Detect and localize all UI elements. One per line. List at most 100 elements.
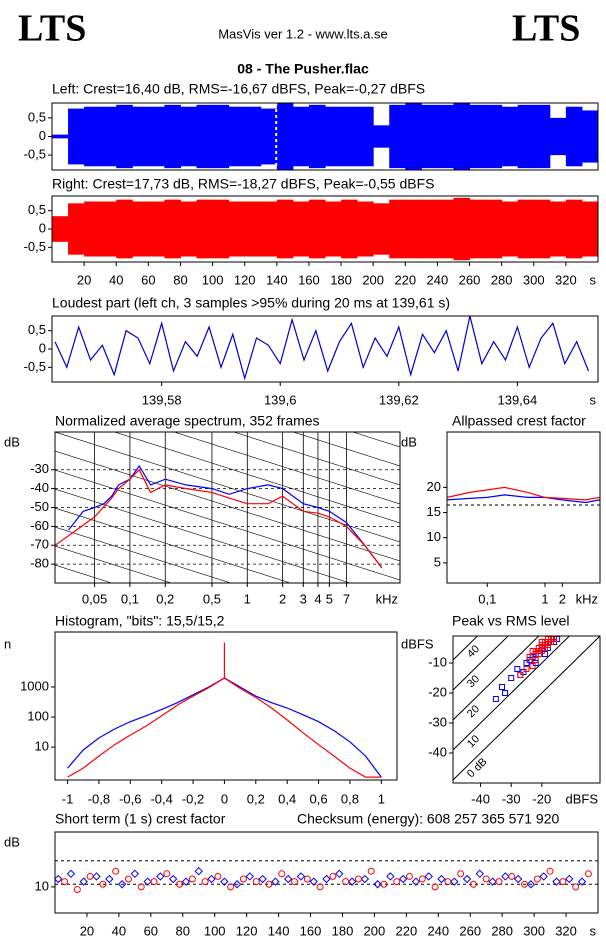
x-tick-label: -0,2 [182, 791, 204, 806]
y-tick-label: -0,5 [24, 359, 46, 374]
point [559, 878, 567, 886]
point [367, 867, 375, 875]
point [521, 880, 529, 888]
y-tick-label: -0,5 [24, 239, 46, 254]
plot-frame [51, 195, 599, 263]
y-tick-label: 0 [39, 220, 46, 235]
x-tick-label: 0,05 [82, 591, 107, 606]
x-tick-label: 4 [314, 591, 321, 606]
data-line [54, 316, 590, 381]
point [532, 657, 539, 663]
diagonal [453, 636, 600, 781]
plot-frame [51, 315, 599, 383]
point [572, 883, 580, 891]
point [329, 872, 337, 880]
x-axis-label: kHz [376, 591, 398, 606]
y-tick-label: 20 [427, 479, 441, 494]
point [475, 869, 485, 879]
point [137, 883, 145, 891]
x-tick-label: 60 [144, 923, 158, 938]
point [380, 880, 388, 888]
point [92, 872, 101, 881]
point [538, 639, 545, 645]
point [252, 878, 260, 886]
y-tick-label: -0,5 [24, 147, 46, 162]
plot-area [55, 832, 598, 913]
point [354, 875, 362, 883]
y-tick-label: 0 [39, 128, 46, 143]
x-tick-label: 160 [298, 272, 320, 287]
point [462, 874, 472, 884]
point [393, 878, 401, 886]
reference-slope [55, 469, 400, 581]
point [584, 870, 592, 878]
point [437, 874, 446, 884]
x-tick-label: -30 [502, 791, 521, 806]
y-axis-label: dBFS [401, 636, 434, 651]
x-tick-label: 320 [555, 923, 577, 938]
point [163, 870, 171, 878]
x-tick-label: 3 [300, 591, 307, 606]
point [501, 872, 510, 881]
x-tick-label: 280 [491, 923, 513, 938]
point [469, 880, 477, 888]
x-tick-label: -1 [62, 791, 74, 806]
x-tick-label: 100 [204, 923, 226, 938]
data-line [68, 464, 383, 569]
x-tick-label: 0,1 [121, 591, 139, 606]
point [533, 875, 541, 883]
x-tick-label: 1 [541, 591, 548, 606]
x-tick-label: 240 [427, 272, 449, 287]
point [492, 696, 499, 702]
point [565, 874, 574, 884]
data-line [447, 494, 600, 504]
point [335, 869, 344, 879]
point [143, 877, 152, 886]
y-tick-label: 100 [27, 708, 49, 723]
plot-area [52, 316, 598, 382]
point [156, 872, 165, 881]
x-tick-label: 5 [326, 591, 333, 606]
y-axis-label: dB [4, 434, 20, 449]
point [220, 877, 229, 886]
plot-frame [54, 431, 401, 584]
point [373, 880, 382, 889]
x-tick-label: 0,6 [310, 791, 328, 806]
reference-slope [173, 432, 400, 505]
x-tick-label: 120 [236, 923, 258, 938]
point [322, 874, 331, 884]
point [117, 880, 127, 889]
chart-title: Short term (1 s) crest factor [55, 811, 226, 827]
y-tick-label: 0,5 [28, 202, 46, 217]
x-tick-label: 139,64 [497, 392, 537, 407]
x-tick-label: 140 [266, 272, 288, 287]
app-title: MasVis ver 1.2 - www.lts.a.se [218, 26, 388, 41]
x-tick-label: 139,62 [379, 392, 419, 407]
x-tick-label: 0,2 [156, 591, 174, 606]
plot-frame [54, 831, 599, 914]
x-tick-label: 20 [77, 272, 91, 287]
point [457, 870, 465, 878]
y-tick-label: 10 [35, 878, 49, 893]
plot-frame [54, 631, 398, 781]
point [514, 666, 521, 672]
plot-frame [452, 635, 601, 784]
point [105, 874, 114, 884]
x-tick-label: 2 [559, 591, 566, 606]
point [316, 883, 324, 891]
point [176, 880, 184, 888]
point [227, 883, 235, 891]
x-tick-label: 180 [332, 923, 354, 938]
x-tick-label: -40 [471, 791, 490, 806]
point [495, 878, 503, 886]
logo: LTS [18, 8, 86, 50]
y-tick-label: -30 [30, 461, 49, 476]
plot [54, 316, 590, 381]
point [523, 666, 530, 672]
reference-slope [55, 526, 232, 583]
point [232, 880, 242, 889]
y-tick-label: 1000 [20, 678, 49, 693]
y-tick-label: -50 [30, 499, 49, 514]
x-tick-label: -20 [532, 791, 551, 806]
x-tick-label: 240 [427, 923, 449, 938]
